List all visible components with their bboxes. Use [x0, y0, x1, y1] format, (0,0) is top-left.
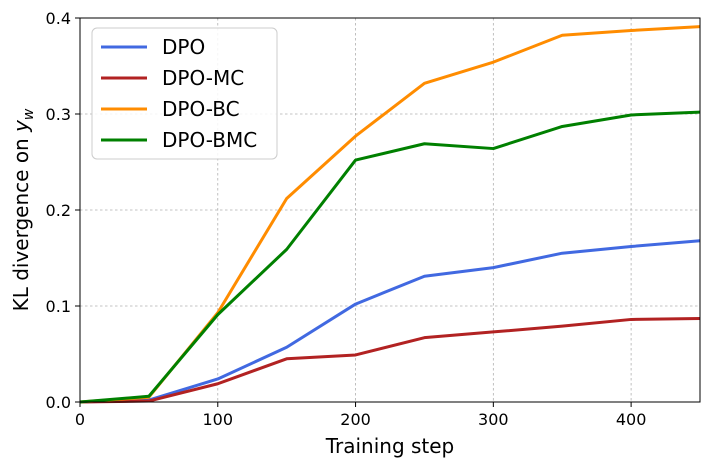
- legend-label-dpo-mc: DPO-MC: [162, 66, 244, 90]
- y-tick-label: 0.3: [46, 105, 71, 124]
- y-tick-label: 0.0: [46, 393, 71, 412]
- y-tick-label: 0.1: [46, 297, 71, 316]
- x-tick-label: 400: [616, 410, 647, 429]
- series-line-dpo-bmc: [79, 110, 701, 404]
- legend-label-dpo: DPO: [162, 35, 205, 59]
- x-tick-label: 200: [340, 410, 371, 429]
- x-tick-label: 300: [478, 410, 509, 429]
- series-lines: [79, 25, 701, 404]
- y-axis-label: KL divergence on yw: [9, 108, 37, 311]
- legend-label-dpo-bc: DPO-BC: [162, 97, 240, 121]
- series-line-dpo: [79, 239, 701, 404]
- legend: DPO DPO-MC DPO-BC DPO-BMC: [91, 27, 278, 160]
- x-axis-label: Training step: [325, 434, 455, 458]
- x-tick-label: 100: [203, 410, 234, 429]
- y-tick-label: 0.2: [46, 201, 71, 220]
- y-tick-label: 0.4: [46, 9, 71, 28]
- legend-box: [91, 27, 278, 160]
- legend-label-dpo-bmc: DPO-BMC: [162, 128, 257, 152]
- x-tick-label: 0: [75, 410, 85, 429]
- axis-ticks: 0 100 200 300 400 0.0 0.1 0.2 0.3 0.4: [46, 9, 647, 429]
- series-line-dpo-mc: [79, 316, 701, 404]
